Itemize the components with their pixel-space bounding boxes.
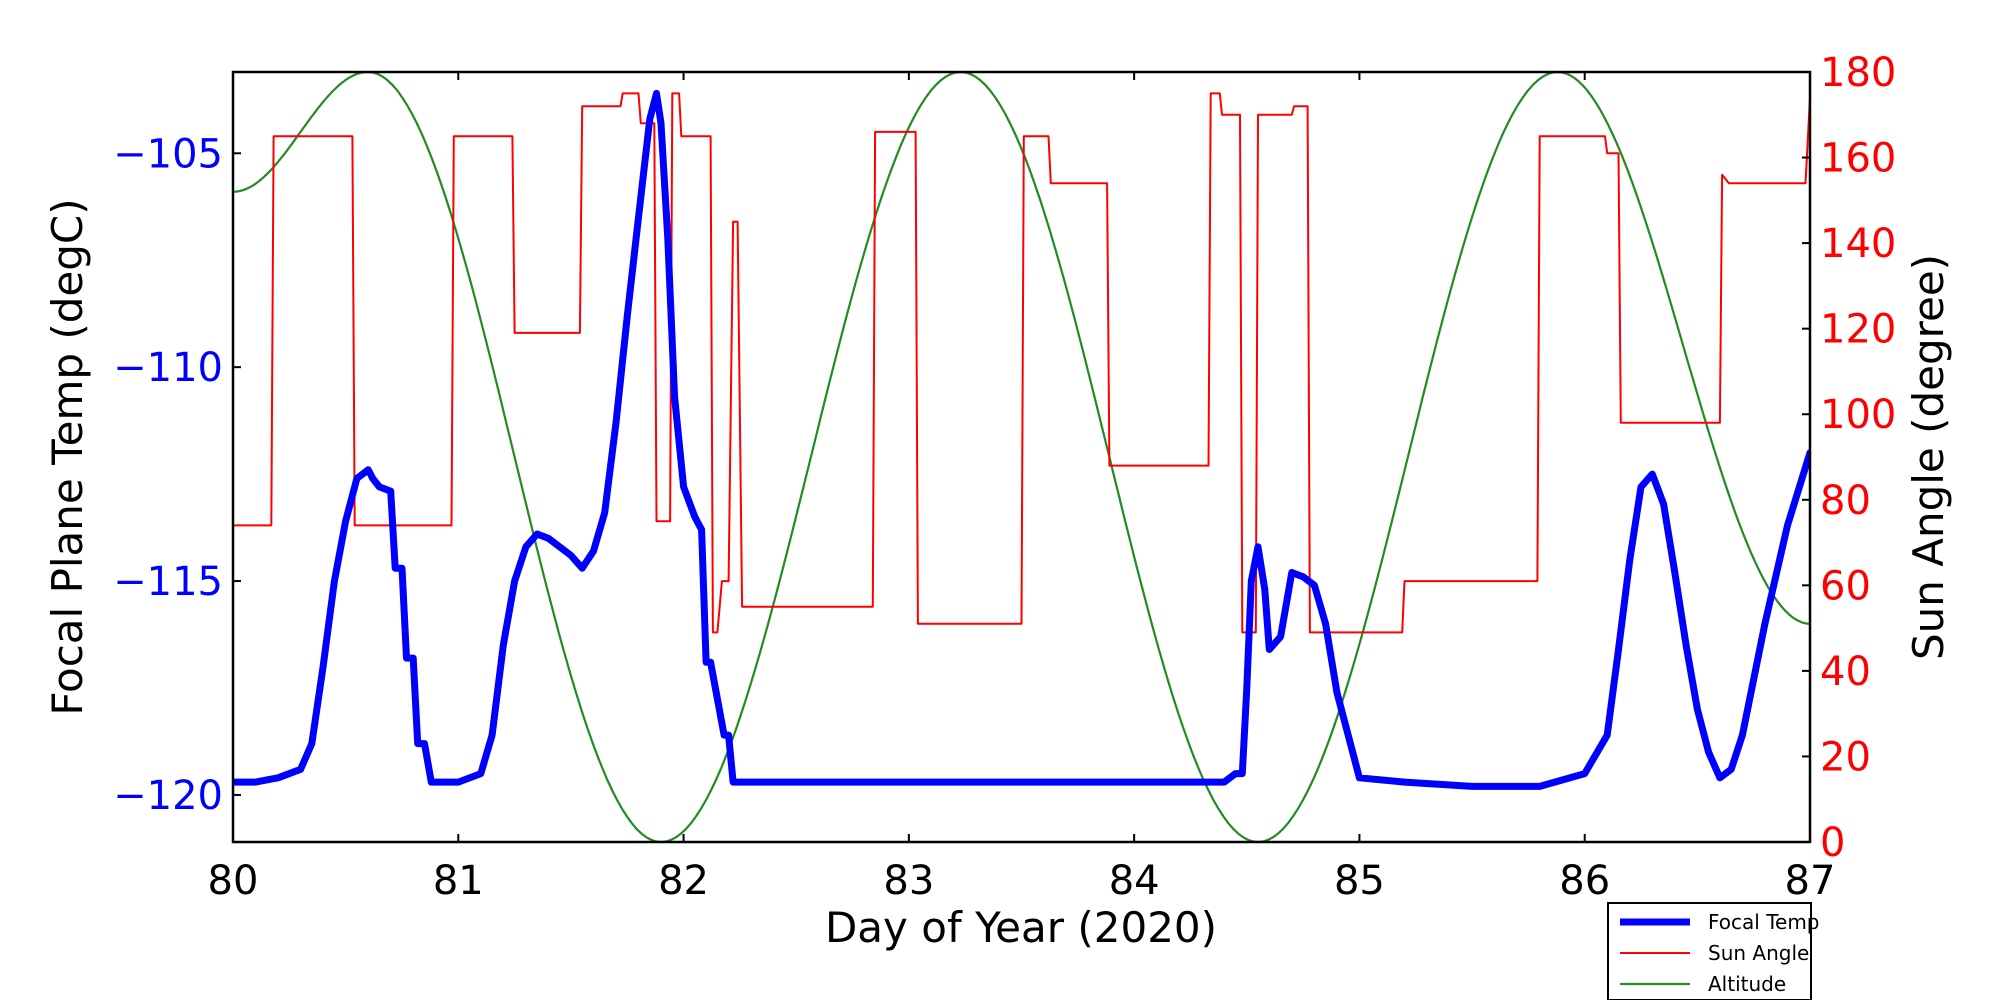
y-right-tick-label: 60: [1820, 563, 1871, 609]
y-right-tick-label: 20: [1820, 734, 1871, 780]
x-tick-label: 82: [658, 858, 709, 904]
x-tick-label: 85: [1334, 858, 1385, 904]
legend: Focal Temp Sun Angle Altitude: [1607, 902, 1820, 1000]
y-axis-label-right: Sun Angle (degree): [1904, 254, 1953, 660]
y-right-tick-label: 80: [1820, 478, 1871, 524]
plot-frame: [231, 70, 1812, 844]
legend-label: Sun Angle: [1708, 941, 1809, 965]
series-layer: [233, 72, 1810, 842]
y-axis-label-left: Focal Plane Temp (degC): [43, 198, 92, 715]
y-left-tick-label: −120: [113, 773, 223, 819]
y-left-tick-label: −105: [113, 131, 223, 177]
y-left-tick-label: −110: [113, 345, 223, 391]
x-tick-label: 84: [1109, 858, 1160, 904]
series-line-sun-angle: [233, 92, 1810, 634]
y-right-tick-label: 40: [1820, 649, 1871, 695]
x-tick-label: 80: [208, 858, 259, 904]
y-left-tick-label: −115: [113, 559, 223, 605]
y-right-tick-label: 0: [1820, 820, 1845, 866]
x-axis-label: Day of Year (2020): [825, 903, 1217, 952]
legend-label: Altitude: [1708, 972, 1786, 996]
series-line-focal-temp: [233, 89, 1810, 790]
y-right-tick-label: 180: [1820, 50, 1896, 96]
x-tick-label: 87: [1785, 858, 1836, 904]
y-right-tick-label: 120: [1820, 307, 1896, 353]
ticks-layer: 80 81 82 83 84 85 86 87 −120 −115 −110 −105 0 20 40 60 8…: [113, 50, 1896, 904]
y-right-tick-label: 140: [1820, 221, 1896, 267]
legend-label: Focal Temp: [1708, 910, 1820, 934]
y-right-tick-label: 100: [1820, 392, 1896, 438]
y-right-tick-label: 160: [1820, 136, 1896, 182]
x-tick-label: 81: [433, 858, 484, 904]
x-tick-label: 86: [1559, 858, 1610, 904]
x-tick-label: 83: [883, 858, 934, 904]
